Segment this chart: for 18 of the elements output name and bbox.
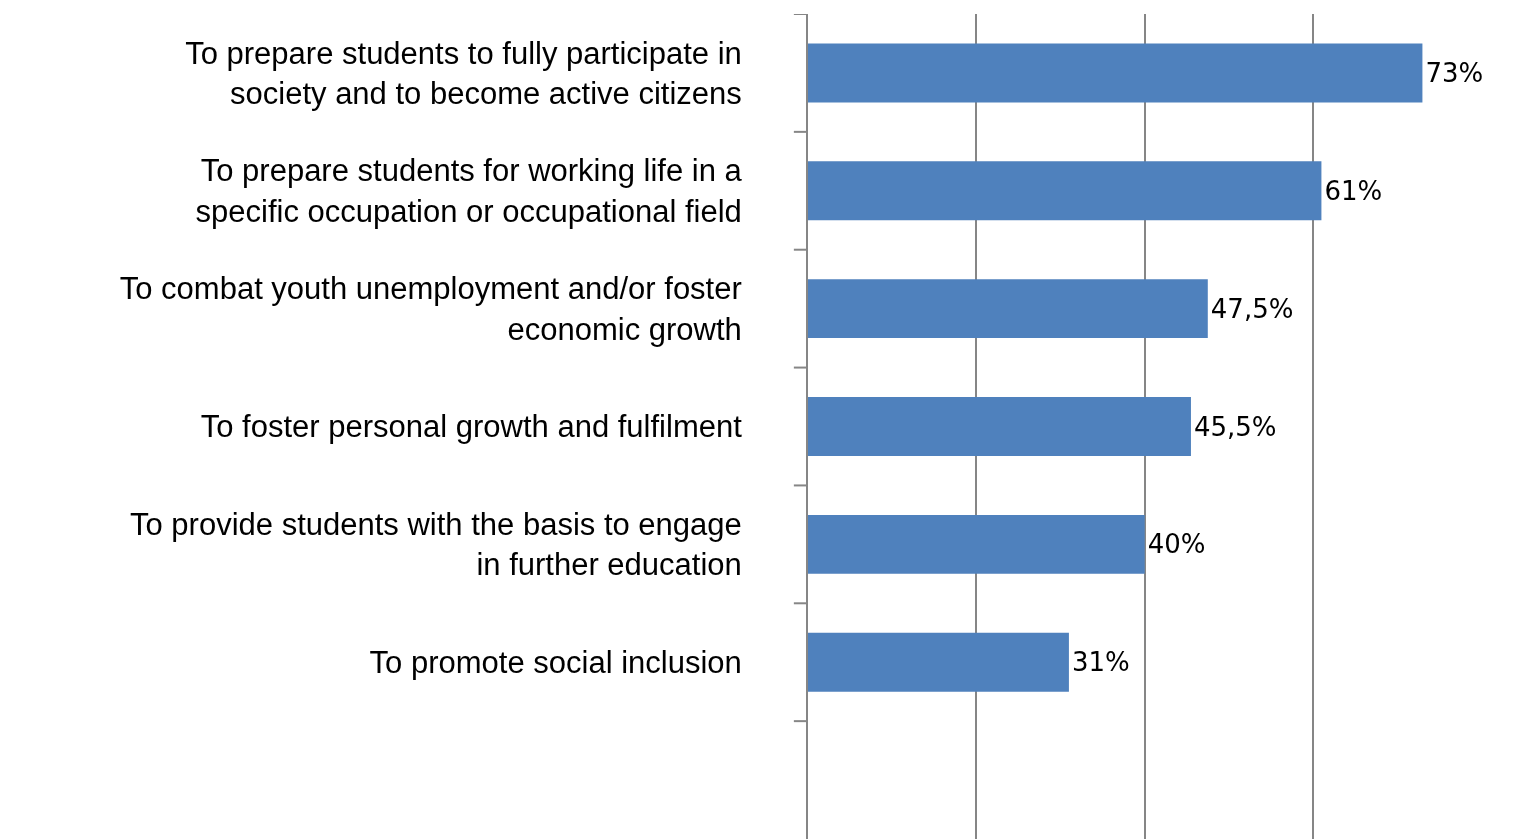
bar [808, 43, 1423, 103]
data-label: 47,5% [1210, 293, 1294, 324]
y-tick-label: To combat youth unemployment and/or foster economic growth [119, 271, 742, 347]
y-tick-label: To promote social inclusion [369, 645, 742, 681]
data-label: 61% [1324, 175, 1383, 206]
y-tick-label: To provide students with the basis to engage in further education [130, 507, 742, 583]
data-label: 73% [1425, 57, 1484, 88]
y-tick-label: To foster personal growth and fulfilment [200, 409, 743, 445]
bar [808, 279, 1208, 339]
bar [808, 632, 1069, 692]
bar [808, 514, 1145, 574]
data-label: 31% [1071, 647, 1130, 678]
y-tick-label: To prepare students to fully participate in society and to become active citizens [185, 35, 742, 111]
bar [808, 161, 1322, 221]
y-tick-label: To prepare students for working life in a specific occupation or occupational field [195, 153, 743, 229]
data-label: 40% [1147, 529, 1206, 560]
bar [808, 397, 1191, 456]
data-label: 45,5% [1193, 411, 1277, 442]
